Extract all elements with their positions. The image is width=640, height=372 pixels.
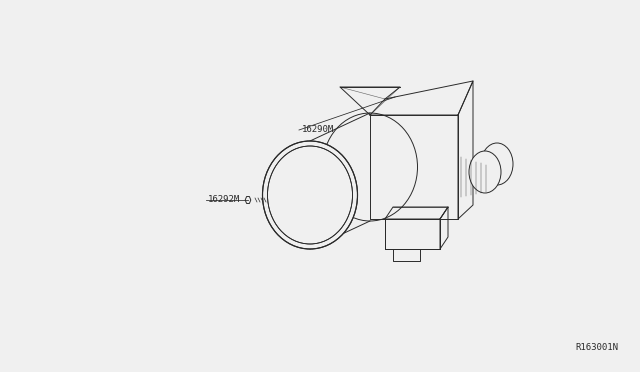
Text: R163001N: R163001N [575, 343, 618, 352]
Ellipse shape [262, 141, 358, 249]
Text: 16292M: 16292M [208, 196, 240, 205]
Polygon shape [385, 219, 440, 249]
Polygon shape [245, 196, 251, 203]
Ellipse shape [469, 151, 501, 193]
Text: 16290M: 16290M [302, 125, 334, 135]
Polygon shape [370, 115, 458, 219]
